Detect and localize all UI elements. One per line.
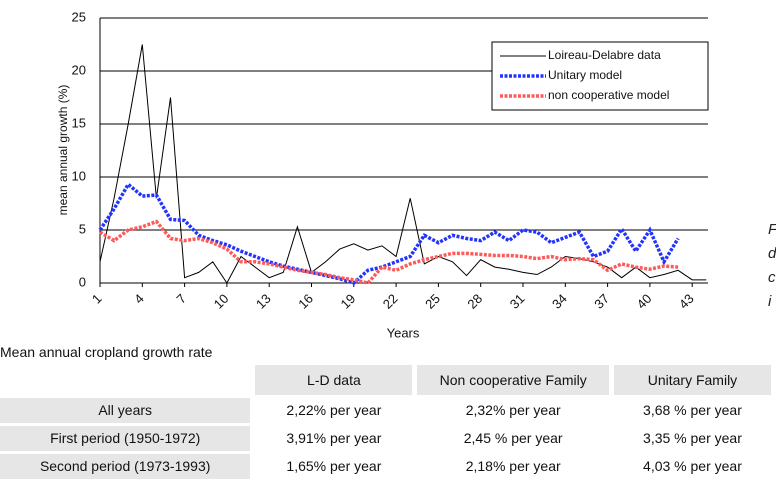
side-text-line: i — [768, 293, 772, 310]
x-tick-label: 28 — [464, 291, 485, 312]
series-line — [98, 181, 680, 285]
x-tick-label: 1 — [89, 291, 105, 307]
cell: 3,91% per year — [286, 430, 382, 446]
cell: 3,68 % per year — [643, 402, 742, 418]
x-tick-label: 10 — [211, 291, 232, 312]
cell: 2,32% per year — [465, 402, 561, 418]
x-tick-label: 13 — [253, 291, 274, 312]
side-text: Fdci — [768, 218, 776, 314]
table-row: All years 2,22% per year 2,32% per year 3,6… — [0, 398, 776, 423]
y-axis-label: mean annual growth (%) — [56, 85, 70, 216]
chart: mean annual growth (%) Years 0 5 10 15 20 25 1… — [56, 9, 709, 340]
x-tick-label: 7 — [173, 291, 189, 307]
x-tick-label: 43 — [676, 291, 697, 312]
table-title: Mean annual cropland growth rate — [0, 344, 213, 360]
legend-label: non cooperative model — [548, 88, 669, 102]
x-tick-label: 34 — [549, 291, 570, 312]
table-row: Second period (1973-1993) 1,65% per year 2… — [0, 454, 776, 479]
y-tick-label: 5 — [79, 221, 86, 236]
corner — [0, 365, 250, 395]
table-row: First period (1950-1972) 3,91% per year 2,… — [0, 426, 776, 451]
header-row: L-D data Non cooperative Family Unitary Fa… — [0, 365, 776, 395]
cell: 2,45 % per year — [463, 430, 563, 446]
x-tick-label: 16 — [295, 291, 316, 312]
x-axis-label: Years — [387, 325, 420, 340]
y-tick-label: 25 — [72, 9, 86, 24]
y-tick-label: 20 — [72, 62, 86, 77]
column-header: Unitary Family — [613, 365, 771, 395]
x-tick-label: 19 — [338, 291, 359, 312]
x-tick-label: 4 — [131, 291, 147, 307]
row-label: First period (1950-1972) — [0, 426, 251, 451]
cell: 2,22% per year — [286, 402, 382, 418]
row-label: All years — [0, 398, 251, 423]
cell: 4,03 % per year — [643, 458, 742, 474]
row-label: Second period (1973-1993) — [0, 454, 251, 479]
cell: 2,18% per year — [465, 458, 561, 474]
cell: 3,35 % per year — [643, 430, 742, 446]
column-header: Non cooperative Family — [417, 365, 609, 395]
legend-label: Loireau-Delabre data — [548, 48, 661, 62]
x-tick-label: 40 — [634, 291, 655, 312]
table: Mean annual cropland growth rate L-D dat… — [0, 342, 776, 479]
side-text-line: F — [768, 218, 776, 242]
legend-label: Unitary model — [548, 68, 622, 82]
y-tick-label: 10 — [72, 168, 86, 183]
side-text-line: d — [768, 245, 776, 262]
x-tick-label: 37 — [591, 291, 612, 312]
y-tick-label: 0 — [79, 274, 86, 289]
column-header: L-D data — [255, 365, 413, 395]
x-tick-label: 31 — [507, 291, 528, 312]
series-line — [99, 219, 679, 285]
cell: 1,65% per year — [286, 458, 382, 474]
side-text-line: c — [768, 269, 776, 286]
series-line — [99, 44, 707, 284]
x-tick-label: 22 — [380, 291, 401, 312]
y-tick-label: 15 — [72, 115, 86, 130]
x-tick-label: 25 — [422, 291, 443, 312]
